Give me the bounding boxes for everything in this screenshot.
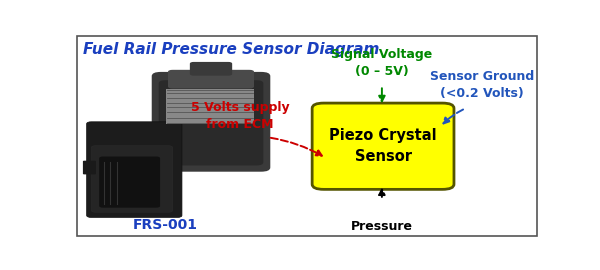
FancyBboxPatch shape [190,62,232,76]
FancyBboxPatch shape [83,161,96,174]
FancyBboxPatch shape [152,72,271,172]
Text: Sensor Ground
(<0.2 Volts): Sensor Ground (<0.2 Volts) [430,70,534,100]
Text: Piezo Crystal
Sensor: Piezo Crystal Sensor [329,128,437,164]
FancyBboxPatch shape [91,146,173,212]
Text: Signal Voltage
(0 – 5V): Signal Voltage (0 – 5V) [331,48,433,77]
Text: FRS-001: FRS-001 [133,218,198,232]
FancyBboxPatch shape [99,157,160,208]
Text: Pressure: Pressure [351,220,413,233]
Text: 5 Volts supply
from ECM: 5 Volts supply from ECM [191,100,289,131]
FancyBboxPatch shape [166,89,254,124]
FancyBboxPatch shape [168,70,254,89]
FancyBboxPatch shape [158,80,263,166]
FancyBboxPatch shape [86,122,182,217]
Text: Fuel Rail Pressure Sensor Diagram: Fuel Rail Pressure Sensor Diagram [83,42,380,57]
FancyBboxPatch shape [312,103,454,189]
